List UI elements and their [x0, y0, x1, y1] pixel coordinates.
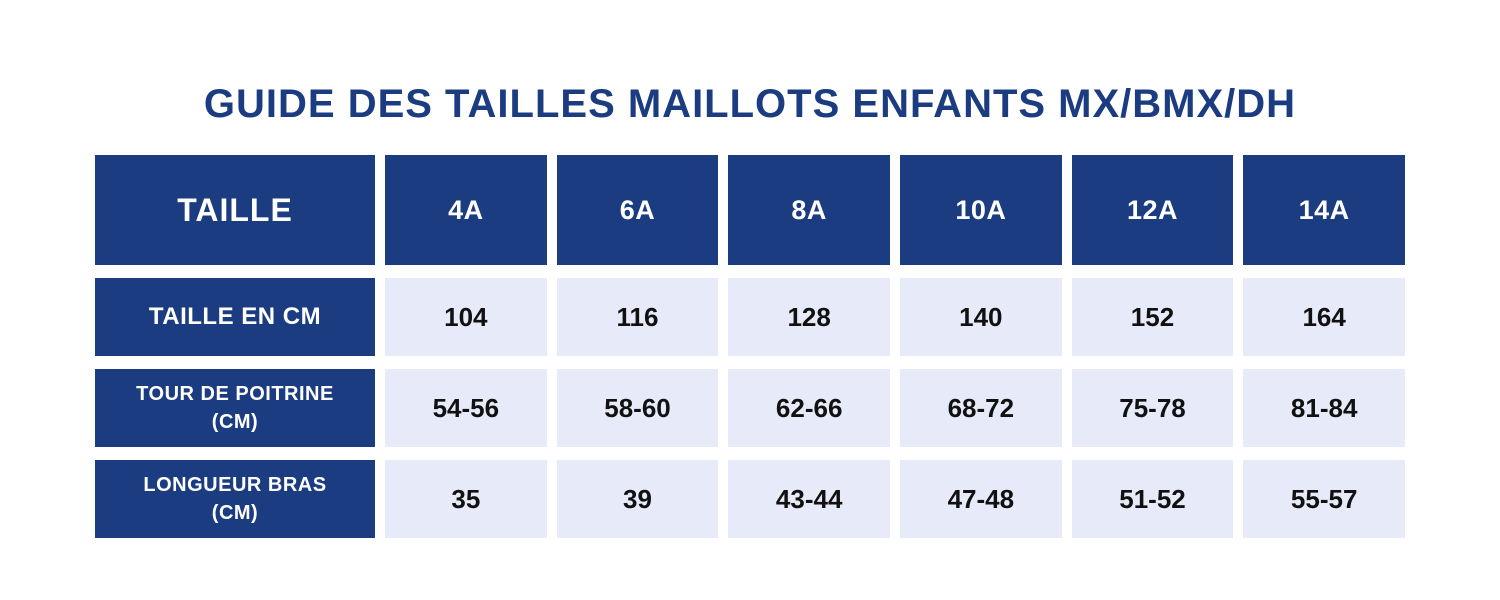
value-cell: 75-78 — [1071, 369, 1234, 447]
page-title: GUIDE DES TAILLES MAILLOTS ENFANTS MX/BM… — [203, 82, 1297, 126]
size-guide-table: TAILLE 4A 6A 8A 10A 12A 14A TAILLE EN CM… — [95, 155, 1405, 538]
value-cell: 128 — [728, 278, 890, 356]
header-cell-size-12a: 12A — [1071, 155, 1234, 265]
value-cell: 62-66 — [728, 369, 890, 447]
value-cell: 35 — [385, 460, 547, 538]
value-cell: 164 — [1243, 278, 1405, 356]
value-cell: 68-72 — [900, 369, 1062, 447]
value-cell: 47-48 — [900, 460, 1062, 538]
row-label-text: TOUR DE POITRINE — [136, 383, 334, 405]
row-label-subtext: (CM) — [211, 502, 259, 524]
row-label-longueur-bras: LONGUEUR BRAS (CM) — [95, 460, 375, 538]
value-cell: 39 — [556, 460, 719, 538]
header-cell-size-4a: 4A — [385, 155, 547, 265]
value-cell: 81-84 — [1243, 369, 1405, 447]
value-cell: 104 — [385, 278, 547, 356]
value-cell: 58-60 — [556, 369, 719, 447]
header-cell-size-8a: 8A — [728, 155, 890, 265]
row-label-taille-en-cm: TAILLE EN CM — [95, 278, 375, 356]
row-label-tour-de-poitrine: TOUR DE POITRINE (CM) — [95, 369, 375, 447]
value-cell: 55-57 — [1243, 460, 1405, 538]
value-cell: 51-52 — [1071, 460, 1234, 538]
header-cell-size-14a: 14A — [1243, 155, 1405, 265]
row-label-text: TAILLE EN CM — [148, 303, 322, 331]
value-cell: 116 — [556, 278, 719, 356]
row-label-text: LONGUEUR BRAS — [143, 474, 327, 496]
value-cell: 43-44 — [728, 460, 890, 538]
header-cell-taille: TAILLE — [95, 155, 375, 265]
value-cell: 152 — [1071, 278, 1234, 356]
header-cell-size-6a: 6A — [556, 155, 719, 265]
value-cell: 140 — [900, 278, 1062, 356]
value-cell: 54-56 — [385, 369, 547, 447]
row-label-subtext: (CM) — [211, 411, 259, 433]
header-cell-size-10a: 10A — [900, 155, 1062, 265]
